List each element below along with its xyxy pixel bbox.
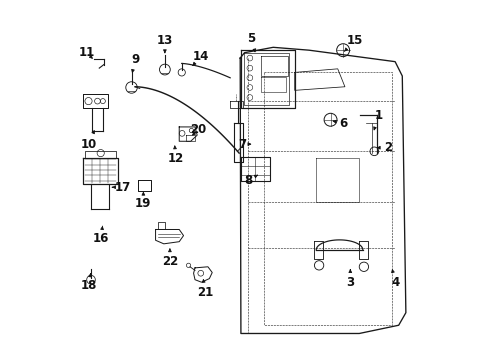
Text: 4: 4 xyxy=(390,270,398,289)
Text: 20: 20 xyxy=(189,123,205,136)
Text: 22: 22 xyxy=(162,249,178,268)
Text: 12: 12 xyxy=(167,146,183,165)
Text: 6: 6 xyxy=(332,117,346,130)
Text: 13: 13 xyxy=(157,33,173,53)
Text: 17: 17 xyxy=(112,181,131,194)
Text: 1: 1 xyxy=(373,109,382,130)
Text: 11: 11 xyxy=(79,46,95,59)
Text: 8: 8 xyxy=(244,174,257,186)
Text: 10: 10 xyxy=(80,131,97,150)
Text: 15: 15 xyxy=(344,33,363,51)
Text: 2: 2 xyxy=(377,141,391,154)
Text: 21: 21 xyxy=(197,280,213,300)
Text: 14: 14 xyxy=(192,50,208,66)
Text: 5: 5 xyxy=(247,32,255,52)
Text: 18: 18 xyxy=(80,274,97,292)
Text: 7: 7 xyxy=(238,138,250,150)
Text: 16: 16 xyxy=(93,226,109,244)
Text: 3: 3 xyxy=(346,270,354,289)
Text: 19: 19 xyxy=(135,192,151,210)
Text: 9: 9 xyxy=(131,53,139,72)
